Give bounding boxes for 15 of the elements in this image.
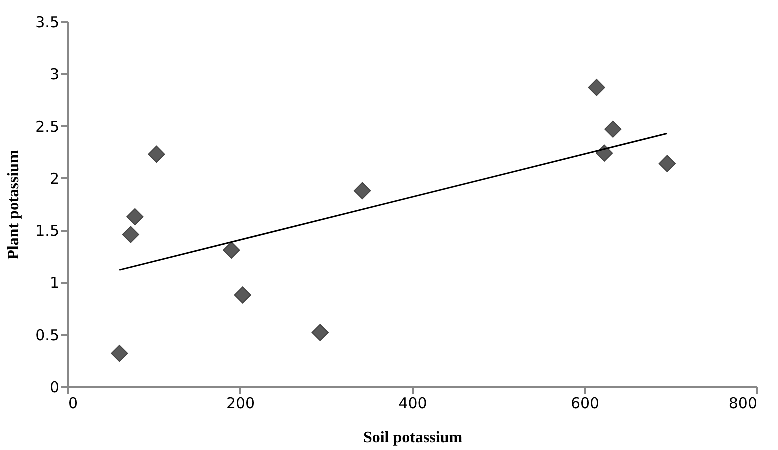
x-axis-title: Soil potassium bbox=[363, 430, 464, 446]
y-tick-label: 0.5 bbox=[36, 326, 60, 344]
x-tick-label: 400 bbox=[398, 394, 428, 412]
x-tick-label: 800 bbox=[728, 394, 758, 412]
x-tick-label: 600 bbox=[570, 394, 600, 412]
y-axis-title: Plant potassium bbox=[6, 149, 23, 260]
x-tick-label: 200 bbox=[226, 394, 256, 412]
y-tick-label: 1.5 bbox=[36, 222, 60, 240]
y-tick-label: 2 bbox=[50, 170, 60, 188]
y-tick-label: 1 bbox=[50, 274, 60, 292]
y-tick-label: 2.5 bbox=[36, 118, 60, 136]
y-tick-label: 3 bbox=[50, 66, 60, 84]
x-tick-label: 0 bbox=[68, 394, 78, 412]
y-tick-label: 0 bbox=[50, 378, 60, 396]
y-tick-label: 3.5 bbox=[36, 14, 60, 32]
